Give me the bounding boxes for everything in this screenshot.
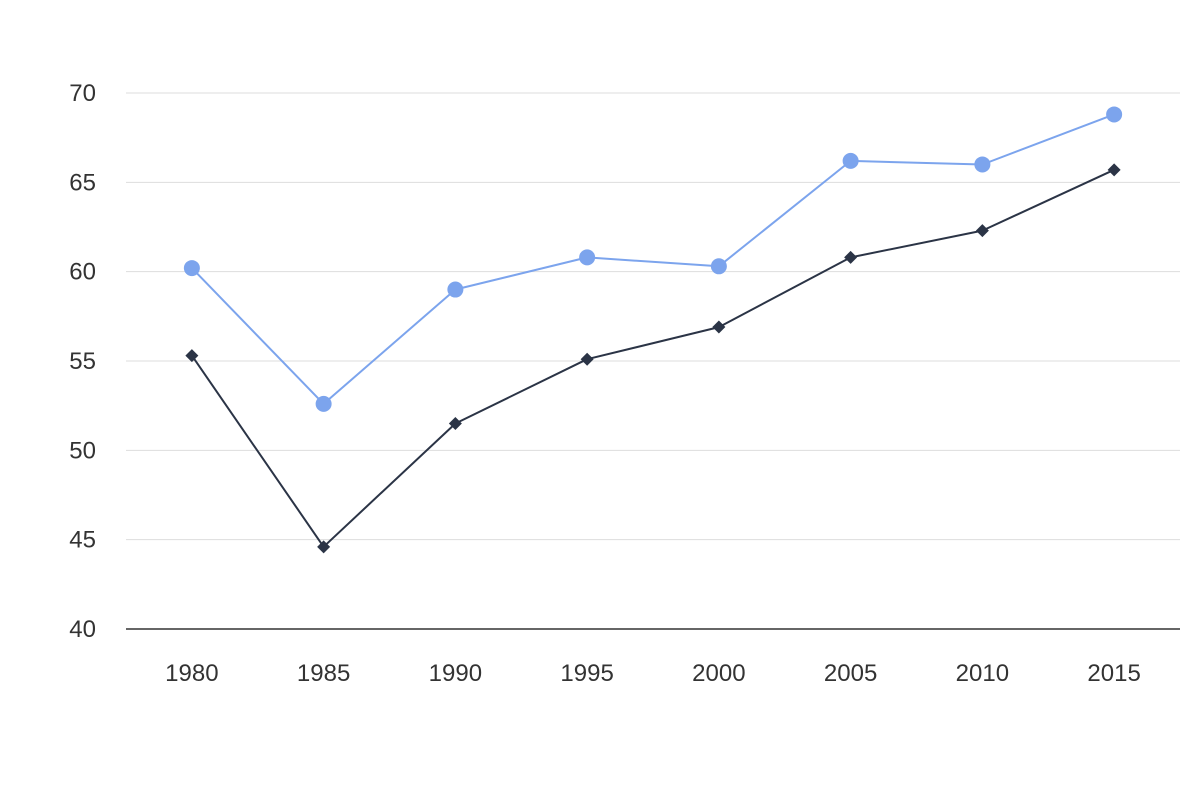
series-2-point (844, 250, 858, 264)
series-1 (183, 106, 1123, 412)
series-1-point (842, 152, 859, 169)
series-1-point (710, 258, 727, 275)
series-1-point (1106, 106, 1123, 123)
series-1-point (183, 260, 200, 277)
y-tick-label: 60 (69, 259, 96, 286)
x-tick-label: 2010 (956, 660, 1009, 687)
x-tick-label: 1985 (297, 660, 350, 687)
series-2 (185, 163, 1121, 554)
series-1-point (315, 395, 332, 412)
series-2-point (580, 352, 594, 366)
y-tick-label: 55 (69, 348, 96, 375)
x-tick-label: 1995 (560, 660, 613, 687)
y-axis: 40 45 50 55 60 65 70 (69, 80, 96, 643)
gridlines (126, 92, 1180, 541)
series-1-point (579, 249, 596, 266)
y-tick-label: 65 (69, 169, 96, 196)
y-tick-label: 45 (69, 527, 96, 554)
series-1-point (447, 281, 464, 298)
series-2-point (448, 417, 462, 431)
series-2-point (975, 224, 989, 238)
series-1-line (191, 113, 1115, 405)
x-axis: 1980 1985 1990 1995 2000 2005 2010 2015 (126, 628, 1180, 687)
series-2-point (185, 349, 199, 363)
y-tick-label: 40 (69, 616, 96, 643)
series-group (183, 106, 1123, 554)
y-tick-label: 50 (69, 437, 96, 464)
series-2-point (712, 320, 726, 334)
series-1-point (974, 156, 991, 173)
x-tick-label: 2000 (692, 660, 745, 687)
y-tick-label: 70 (69, 80, 96, 107)
series-2-point (1107, 163, 1121, 177)
x-tick-label: 1980 (165, 660, 218, 687)
series-2-point (317, 540, 331, 554)
x-tick-label: 1990 (429, 660, 482, 687)
x-tick-label: 2005 (824, 660, 877, 687)
series-2-line (191, 168, 1115, 548)
x-tick-label: 2015 (1087, 660, 1140, 687)
